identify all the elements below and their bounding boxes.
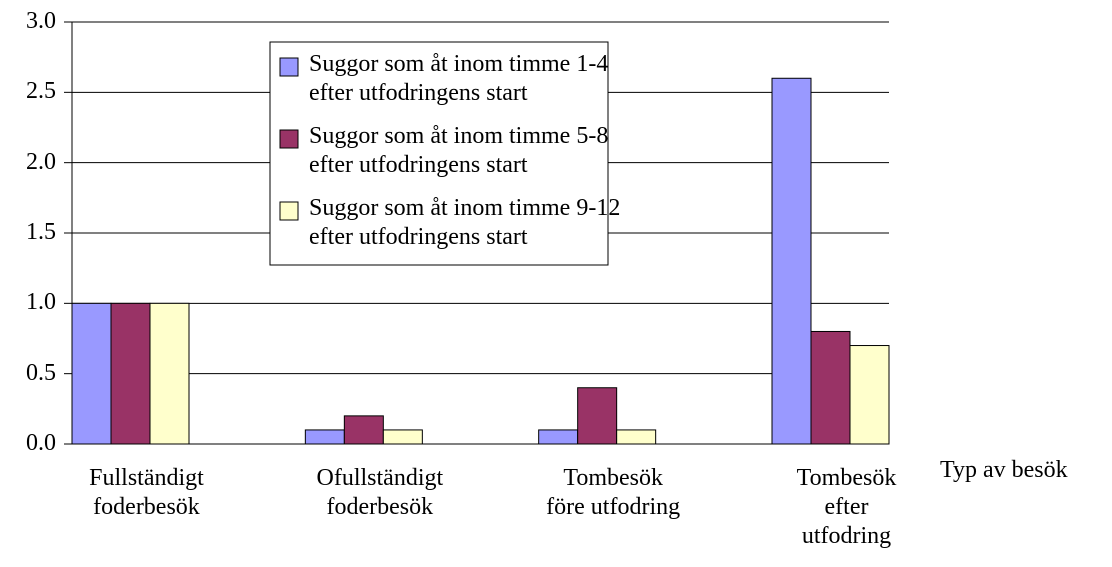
y-tick-label: 2.5	[26, 78, 56, 105]
legend-swatch	[279, 201, 299, 221]
legend-entry: Suggor som åt inom timme 5-8 efter utfod…	[309, 123, 609, 178]
bar	[616, 429, 657, 445]
bar	[849, 345, 890, 445]
legend-swatch	[279, 129, 299, 149]
bar	[382, 429, 423, 445]
bar	[343, 415, 384, 445]
bar	[71, 302, 112, 445]
y-tick-label: 2.0	[26, 148, 56, 175]
x-axis-label: Typ av besök	[940, 457, 1068, 483]
bar	[810, 330, 851, 445]
bar	[538, 429, 579, 445]
legend-box	[269, 41, 609, 266]
bar	[149, 302, 190, 445]
legend-swatch	[279, 57, 299, 77]
x-tick-label: Tombesök före utfodring	[546, 465, 681, 520]
y-tick-label: 3.0	[26, 8, 56, 34]
x-tick-label: Ofullständigt foderbesök	[316, 465, 444, 520]
x-tick-label: Tombesök efter utfodring	[796, 465, 897, 549]
legend-entry: Suggor som åt inom timme 1-4 efter utfod…	[309, 51, 609, 106]
y-tick-label: 1.0	[26, 289, 56, 316]
bar	[110, 302, 151, 445]
legend-entry: Suggor som åt inom timme 9-12 efter utfo…	[309, 195, 621, 250]
y-tick-label: 0.0	[26, 430, 56, 456]
bar	[304, 429, 345, 445]
y-tick-label: 0.5	[26, 359, 56, 386]
x-tick-label: Fullständigt foderbesök	[89, 465, 204, 520]
y-tick-label: 1.5	[26, 219, 56, 245]
bar	[577, 387, 618, 445]
bar	[771, 77, 812, 445]
